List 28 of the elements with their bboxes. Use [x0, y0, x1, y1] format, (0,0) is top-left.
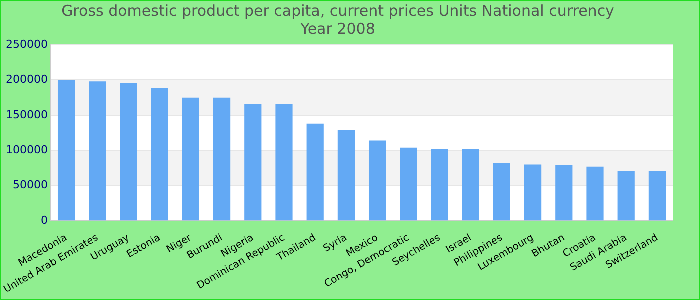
bar [182, 98, 200, 221]
bar [524, 164, 542, 221]
bar [648, 171, 666, 221]
chart-subtitle: Year 2008 [300, 20, 376, 38]
y-tick-label: 250000 [6, 38, 48, 51]
bar [556, 165, 573, 221]
y-tick-label: 100000 [6, 144, 48, 157]
bar [368, 140, 386, 221]
y-tick-label: 0 [40, 214, 48, 227]
y-tick-label: 50000 [12, 178, 48, 192]
bar [213, 98, 231, 221]
bar [244, 104, 262, 221]
chart-title: Gross domestic product per capita, current prices Units National currency [62, 2, 615, 20]
y-tick-label: 150000 [6, 108, 48, 122]
bar [400, 148, 418, 221]
bar [306, 124, 324, 221]
bar [462, 149, 480, 221]
bar [120, 83, 138, 221]
bar [276, 104, 293, 221]
bar [493, 163, 510, 221]
bar [586, 166, 604, 221]
bar [431, 149, 448, 221]
bar [618, 171, 635, 221]
bar [338, 130, 355, 221]
bar [89, 82, 106, 221]
y-tick-label: 200000 [6, 73, 48, 86]
bar [151, 88, 168, 221]
bar [58, 80, 76, 221]
